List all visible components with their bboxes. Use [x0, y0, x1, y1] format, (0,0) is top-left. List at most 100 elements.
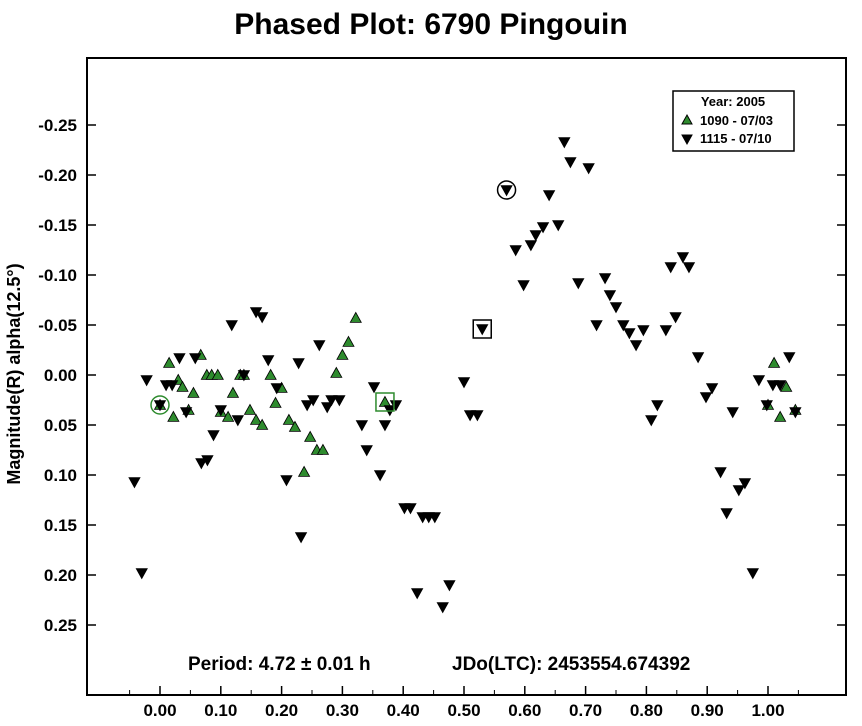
data-point-1090 [211, 368, 224, 380]
data-point-1115 [300, 400, 314, 412]
data-point-1115 [367, 382, 381, 394]
data-point-1115 [509, 245, 522, 257]
data-point-1115 [189, 353, 202, 365]
data-point-1115 [738, 478, 752, 490]
y-tick-label: 0.00 [44, 366, 77, 385]
boxed-point-marker [375, 392, 395, 412]
data-point-1115 [669, 312, 682, 324]
data-point-1115 [645, 415, 658, 427]
data-point-1115 [255, 312, 269, 324]
x-tick-label: 1.00 [751, 701, 784, 720]
data-point-1090 [349, 311, 362, 323]
period-label: Period: 4.72 ± 0.01 h [188, 654, 371, 675]
data-point-1115 [389, 400, 403, 412]
data-point-1090 [269, 396, 282, 408]
data-point-1115 [705, 383, 719, 395]
data-point-1115 [292, 358, 305, 370]
y-axis-ticks: -0.25 -0.20 -0.15 -0.10 -0.05 0.00 0.05 0.10 0.1… [38, 116, 846, 635]
data-point-1090 [288, 420, 302, 432]
data-point-1115 [676, 252, 690, 264]
data-point-1115 [603, 290, 617, 302]
legend-label-1090: 1090 - 07/03 [700, 113, 773, 128]
data-point-1115 [659, 325, 673, 337]
data-point-1115 [476, 324, 489, 336]
data-point-1115 [355, 420, 369, 432]
data-point-1115 [360, 445, 373, 457]
data-point-1115 [280, 475, 293, 487]
data-point-1115 [443, 580, 456, 592]
data-point-1090 [167, 410, 180, 422]
legend-box [672, 90, 795, 152]
data-point-1090 [378, 395, 392, 407]
data-point-1115 [140, 375, 153, 387]
data-point-1115 [651, 400, 664, 412]
data-point-1115 [664, 262, 677, 274]
data-point-1115 [760, 400, 773, 412]
data-point-1090 [336, 348, 349, 360]
y-tick-label: 0.25 [44, 616, 77, 635]
legend-label-1115: 1115 - 07/10 [700, 131, 772, 146]
data-point-1115 [128, 477, 141, 489]
legend: Year: 2005 1090 - 07/03 1115 - 07/10 [672, 90, 795, 152]
data-point-1115 [201, 455, 214, 467]
data-point-1115 [457, 377, 471, 389]
data-point-1115 [307, 395, 320, 407]
data-point-1090 [780, 380, 793, 392]
y-tick-label: 0.20 [44, 566, 77, 585]
data-point-1115 [783, 352, 796, 364]
x-tick-label: 0.90 [691, 701, 724, 720]
data-point-1115 [572, 278, 585, 290]
data-point-1090 [243, 403, 257, 415]
x-tick-label: 0.80 [630, 701, 663, 720]
chart-title: Phased Plot: 6790 Pingouin [234, 8, 628, 41]
data-point-1090 [297, 465, 311, 477]
x-tick-label: 0.60 [508, 701, 541, 720]
y-tick-label: -0.15 [38, 216, 77, 235]
circled-point-marker [496, 180, 517, 200]
data-point-1115 [313, 340, 326, 352]
data-point-1115 [471, 410, 484, 422]
data-point-1115 [231, 415, 245, 427]
data-point-1090 [303, 430, 317, 442]
data-point-1115 [294, 532, 308, 544]
data-point-1115 [270, 383, 283, 395]
data-point-1115 [623, 328, 636, 340]
data-point-1115 [428, 512, 441, 524]
data-point-1115 [629, 340, 643, 352]
data-point-1115 [582, 163, 595, 175]
data-point-1115 [237, 370, 251, 382]
data-point-1115 [321, 402, 334, 414]
data-point-1115 [714, 467, 727, 479]
data-point-1115 [378, 420, 392, 432]
data-point-1115 [617, 320, 630, 332]
y-tick-label: 0.15 [44, 516, 77, 535]
data-point-1115 [207, 430, 220, 442]
data-point-1090 [330, 366, 343, 378]
data-point-1115 [500, 185, 513, 197]
data-point-1115 [529, 230, 542, 242]
x-tick-label: 0.30 [326, 701, 359, 720]
data-point-1115 [590, 320, 603, 332]
x-tick-label: 0.10 [204, 701, 237, 720]
data-point-1115 [682, 262, 696, 274]
data-point-1090 [773, 410, 787, 422]
data-point-1115 [720, 508, 733, 520]
data-point-1115 [726, 407, 739, 419]
data-point-1115 [179, 407, 193, 419]
data-point-1115 [598, 273, 612, 285]
x-axis-ticks: 0.00 0.10 0.20 0.30 0.40 0.50 0.60 0.70 0.80 0.90… [129, 686, 799, 720]
data-point-1115 [789, 407, 802, 419]
legend-marker-1090 [681, 113, 693, 125]
y-tick-label: -0.20 [38, 166, 77, 185]
highlight-annotations [150, 180, 517, 415]
data-point-1115 [536, 222, 550, 234]
y-tick-label: -0.05 [38, 316, 77, 335]
data-point-1115 [195, 458, 208, 470]
data-point-1115 [225, 320, 238, 332]
data-point-1115 [436, 602, 449, 614]
y-tick-label: -0.10 [38, 266, 77, 285]
data-point-1090 [226, 386, 240, 398]
data-point-1115 [699, 392, 713, 404]
data-point-1115 [173, 353, 186, 365]
